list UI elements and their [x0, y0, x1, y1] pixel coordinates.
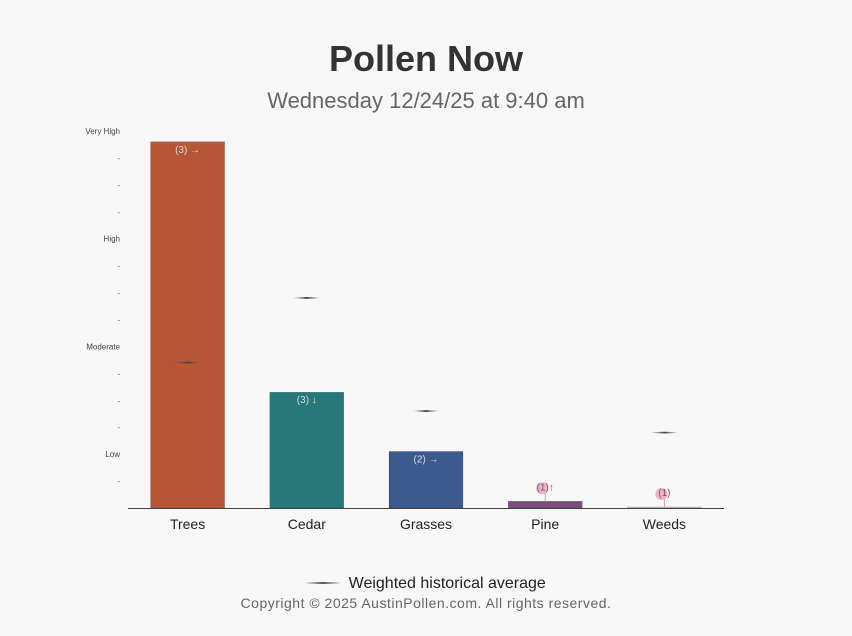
bar-value-label: (3) →: [175, 145, 200, 156]
y-tick-label: -: [118, 210, 121, 217]
chart-subtitle: Wednesday 12/24/25 at 9:40 am: [267, 88, 585, 113]
y-tick-label: Moderate: [86, 342, 120, 351]
y-tick-label: -: [118, 183, 121, 190]
y-tick-label: -: [118, 425, 121, 432]
bar-weeds: [627, 506, 702, 509]
bar-value-label: (3) ↓: [297, 395, 317, 406]
historical-average-marker: [411, 410, 441, 412]
y-tick-label: Very High: [85, 127, 120, 136]
y-tick-label: -: [118, 398, 121, 405]
historical-average-marker: [649, 431, 680, 434]
historical-average-swatch: [306, 581, 341, 584]
y-tick-label: -: [118, 264, 121, 271]
bar-value-label: (2) →: [414, 454, 439, 465]
y-axis: - Low - - - Moderate - - - High - - - Very High: [85, 127, 120, 486]
value-pin-bubble: [655, 488, 668, 500]
y-tick-label: High: [104, 235, 120, 244]
x-tick-label: Weeds: [643, 516, 686, 532]
legend-label: Weighted historical average: [348, 575, 546, 592]
value-pin-bubble: [536, 482, 549, 495]
historical-average-marker: [172, 361, 203, 364]
y-tick-label: -: [118, 479, 121, 486]
x-tick-label: Trees: [170, 516, 205, 532]
x-axis: Trees Cedar Grasses Pine Weeds: [170, 516, 686, 532]
bar-cedar: [269, 391, 345, 509]
historical-average-marker: [291, 297, 322, 299]
y-tick-label: Low: [105, 450, 120, 459]
y-tick-label: -: [118, 156, 121, 163]
x-tick-label: Cedar: [288, 516, 326, 532]
x-tick-label: Pine: [531, 516, 559, 532]
bar-grasses: [388, 451, 464, 509]
bar-pine: [507, 501, 583, 509]
copyright: Copyright © 2025 AustinPollen.com. All r…: [240, 595, 612, 611]
y-tick-label: -: [118, 371, 121, 378]
y-tick-label: -: [118, 291, 121, 298]
bar-value-label: (1)↑: [537, 482, 554, 493]
x-tick-label: Grasses: [400, 516, 452, 532]
y-tick-label: -: [118, 318, 121, 325]
bars-group: (3) → (3) ↓ (2) → (1)↑ (1): [150, 141, 702, 509]
bar-value-label: (1): [658, 488, 670, 499]
legend: Weighted historical average: [0, 575, 852, 593]
bar-trees: [150, 141, 225, 509]
chart-title: Pollen Now: [328, 38, 523, 79]
